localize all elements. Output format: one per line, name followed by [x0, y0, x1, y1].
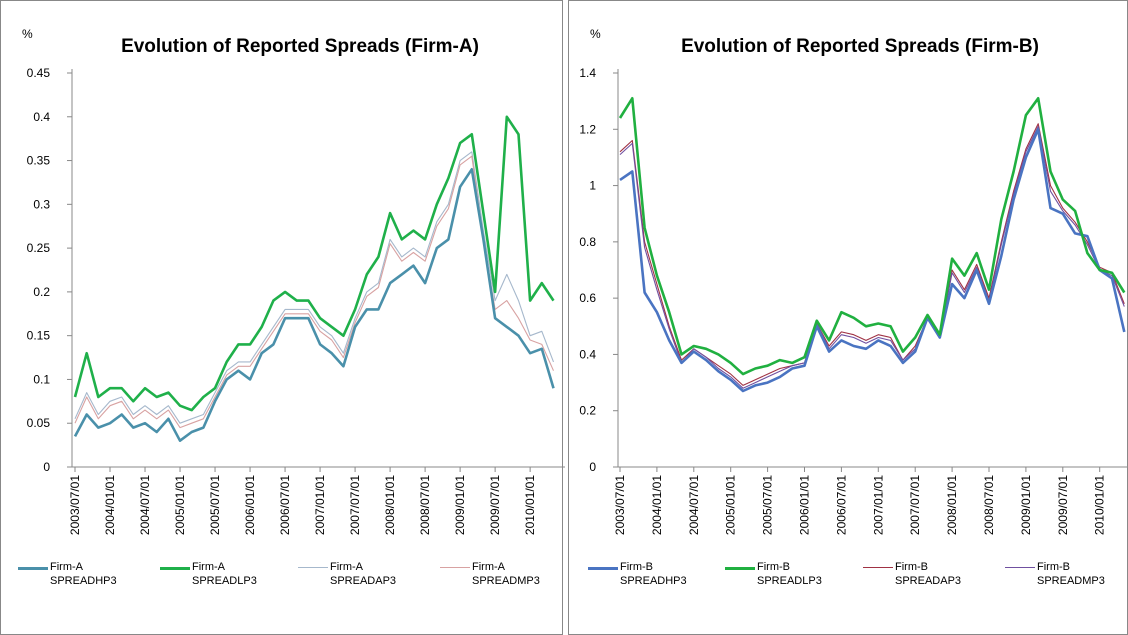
legend-swatch	[725, 567, 755, 570]
unit-label: %	[590, 27, 601, 41]
x-tick-label: 2010/01/01	[1093, 475, 1107, 535]
y-tick-label: 0.3	[33, 197, 50, 211]
x-tick-label: 2008/01/01	[383, 475, 397, 535]
chart-title: Evolution of Reported Spreads (Firm-A)	[121, 36, 479, 57]
y-tick-label: 0.05	[27, 416, 51, 430]
x-tick-label: 2005/01/01	[173, 475, 187, 535]
legend-label: Firm-A SPREADAP3	[330, 561, 397, 587]
x-tick-label: 2009/01/01	[453, 475, 467, 535]
legend-label: Firm-A SPREADLP3	[192, 561, 257, 587]
y-tick-label: 1.4	[579, 66, 596, 80]
legend-item: Firm-B SPREADHP3	[588, 560, 710, 588]
legend-label: Firm-B SPREADAP3	[895, 561, 962, 587]
x-tick-label: 2005/07/01	[208, 475, 222, 535]
y-tick-label: 0.4	[33, 110, 50, 124]
unit-label: %	[22, 27, 33, 41]
series-line	[73, 115, 555, 412]
legend-label: Firm-A SPREADHP3	[50, 561, 117, 587]
x-tick-label: 2007/01/01	[313, 475, 327, 535]
x-tick-label: 2008/07/01	[982, 475, 996, 535]
chart-title: Evolution of Reported Spreads (Firm-B)	[681, 36, 1039, 57]
x-tick-label: 2004/01/01	[103, 475, 117, 535]
x-tick-label: 2006/07/01	[278, 475, 292, 535]
x-tick-label: 2006/01/01	[243, 475, 257, 535]
y-tick-label: 1	[589, 179, 596, 193]
y-tick-label: 1.2	[579, 122, 596, 136]
panel	[0, 0, 563, 635]
legend-label: Firm-B SPREADHP3	[620, 561, 687, 587]
series-line	[74, 151, 555, 424]
x-tick-label: 2004/07/01	[138, 475, 152, 535]
plot-lines	[73, 115, 555, 443]
legend-item: Firm-B SPREADLP3	[725, 560, 847, 588]
y-tick-label: 0.4	[579, 347, 596, 361]
x-tick-label: 2007/07/01	[348, 475, 362, 535]
series-line	[73, 168, 555, 443]
x-tick-label: 2003/07/01	[613, 475, 627, 535]
legend-swatch	[160, 567, 190, 570]
y-tick-label: 0.8	[579, 235, 596, 249]
x-tick-label: 2005/07/01	[761, 475, 775, 535]
y-tick-label: 0.45	[27, 66, 51, 80]
x-tick-label: 2006/07/01	[834, 475, 848, 535]
legend-item: Firm-A SPREADAP3	[298, 560, 420, 588]
x-tick-label: 2007/07/01	[908, 475, 922, 535]
y-tick-label: 0.2	[579, 404, 596, 418]
legend-swatch	[298, 567, 328, 568]
series-line	[619, 128, 1126, 393]
legend-label: Firm-B SPREADMP3	[1037, 561, 1105, 587]
panel	[568, 0, 1128, 635]
legend-item: Firm-A SPREADHP3	[18, 560, 140, 588]
legend-item: Firm-A SPREADMP3	[440, 560, 562, 588]
y-tick-label: 0.15	[27, 329, 51, 343]
legend-item: Firm-B SPREADMP3	[1005, 560, 1127, 588]
x-tick-label: 2004/01/01	[650, 475, 664, 535]
x-tick-label: 2009/07/01	[488, 475, 502, 535]
legend-swatch	[1005, 567, 1035, 568]
legend-label: Firm-B SPREADLP3	[757, 561, 822, 587]
x-tick-label: 2008/07/01	[418, 475, 432, 535]
x-tick-label: 2006/01/01	[798, 475, 812, 535]
y-tick-label: 0.35	[27, 154, 51, 168]
legend-item: Firm-B SPREADAP3	[863, 560, 985, 588]
x-tick-label: 2004/07/01	[687, 475, 701, 535]
y-tick-label: 0	[589, 460, 596, 474]
x-tick-label: 2005/01/01	[724, 475, 738, 535]
x-tick-label: 2010/01/01	[523, 475, 537, 535]
series-line	[74, 155, 555, 429]
plot-lines	[618, 97, 1126, 393]
legend-swatch	[440, 567, 470, 568]
legend-swatch	[588, 567, 618, 570]
x-tick-label: 2009/07/01	[1056, 475, 1070, 535]
legend-swatch	[18, 567, 48, 570]
x-tick-label: 2007/01/01	[871, 475, 885, 535]
series-line	[618, 97, 1126, 376]
x-tick-label: 2009/01/01	[1019, 475, 1033, 535]
legend-swatch	[863, 567, 893, 568]
y-tick-label: 0	[43, 460, 50, 474]
y-tick-label: 0.25	[27, 241, 51, 255]
y-tick-label: 0.2	[33, 285, 50, 299]
x-tick-label: 2008/01/01	[945, 475, 959, 535]
y-tick-label: 0.6	[579, 291, 596, 305]
legend-label: Firm-A SPREADMP3	[472, 561, 540, 587]
x-tick-label: 2003/07/01	[68, 475, 82, 535]
legend-item: Firm-A SPREADLP3	[160, 560, 282, 588]
y-tick-label: 0.1	[33, 372, 50, 386]
